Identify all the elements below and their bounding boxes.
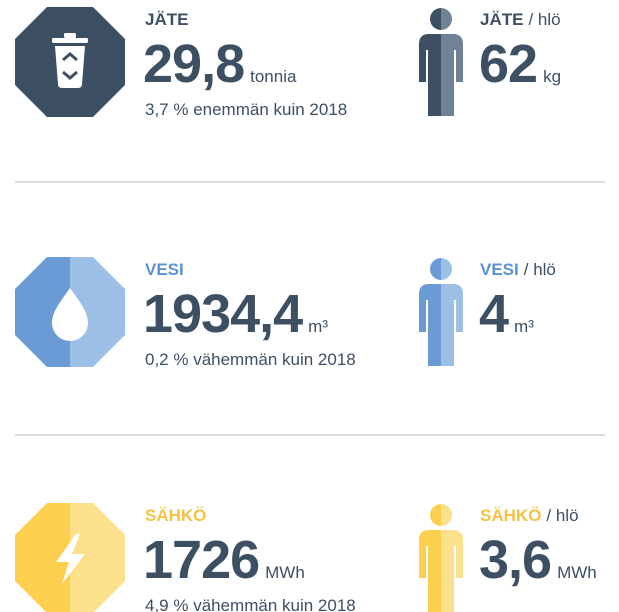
icon-recycle bbox=[62, 52, 78, 80]
per-value: 62 kg bbox=[479, 34, 561, 94]
value: 29,8 bbox=[143, 34, 244, 94]
unit: MWh bbox=[557, 563, 597, 582]
value: 3,6 bbox=[479, 530, 551, 590]
octagon-left bbox=[15, 7, 70, 117]
stat-row: SÄHKÖ 1726 MWh 4,9 % vähemmän kuin 2018 SÄHK… bbox=[15, 503, 597, 612]
unit: MWh bbox=[265, 563, 305, 582]
stat-label: VESI bbox=[145, 260, 184, 279]
icon-drop bbox=[52, 288, 88, 341]
value: 62 bbox=[479, 34, 537, 94]
octagon-right bbox=[70, 503, 125, 612]
octagon-right bbox=[70, 257, 125, 367]
stat-row: VESI 1934,4 m³ 0,2 % vähemmän kuin 2018 VESI… bbox=[15, 257, 556, 369]
stat-row: JÄTE 29,8 tonnia 3,7 % enemmän kuin 2018 JÄT… bbox=[15, 7, 561, 119]
per-value: 4 m³ bbox=[479, 284, 534, 344]
value: 1726 bbox=[143, 530, 259, 590]
icon-bin-body bbox=[55, 46, 85, 88]
icon-bin-lid bbox=[52, 38, 88, 43]
per-label-name: JÄTE bbox=[480, 10, 523, 29]
stat-value: 1934,4 m³ bbox=[143, 284, 328, 344]
stat-label: JÄTE bbox=[145, 10, 188, 29]
person-left bbox=[419, 258, 441, 366]
per-label-name: SÄHKÖ bbox=[480, 506, 541, 525]
stat-value: 1726 MWh bbox=[143, 530, 305, 590]
person-right bbox=[441, 504, 463, 612]
stat-note: 0,2 % vähemmän kuin 2018 bbox=[145, 350, 356, 369]
octagon-left bbox=[15, 257, 70, 367]
person-left bbox=[419, 8, 441, 116]
per-value: 3,6 MWh bbox=[479, 530, 597, 590]
octagon-left bbox=[15, 503, 70, 612]
per-suffix: / hlö bbox=[524, 260, 556, 279]
icon-bolt bbox=[56, 534, 85, 584]
stat-note: 4,9 % vähemmän kuin 2018 bbox=[145, 596, 356, 612]
person-right bbox=[441, 8, 463, 116]
unit: m³ bbox=[308, 317, 328, 336]
stat-value: 29,8 tonnia bbox=[143, 34, 297, 94]
unit: tonnia bbox=[250, 67, 297, 86]
unit: m³ bbox=[514, 317, 534, 336]
octagon-right bbox=[70, 7, 125, 117]
per-label: SÄHKÖ / hlö bbox=[480, 506, 579, 525]
icon-bin-handle bbox=[64, 33, 76, 38]
per-suffix: / hlö bbox=[528, 10, 560, 29]
per-label: VESI / hlö bbox=[480, 260, 556, 279]
per-label: JÄTE / hlö bbox=[480, 10, 561, 29]
value: 4 bbox=[479, 284, 509, 344]
value: 1934,4 bbox=[143, 284, 303, 344]
unit: kg bbox=[543, 67, 561, 86]
person-right bbox=[441, 258, 463, 366]
person-left bbox=[419, 504, 441, 612]
per-suffix: / hlö bbox=[546, 506, 578, 525]
per-label-name: VESI bbox=[480, 260, 519, 279]
stat-note: 3,7 % enemmän kuin 2018 bbox=[145, 100, 347, 119]
stat-label: SÄHKÖ bbox=[145, 506, 206, 525]
